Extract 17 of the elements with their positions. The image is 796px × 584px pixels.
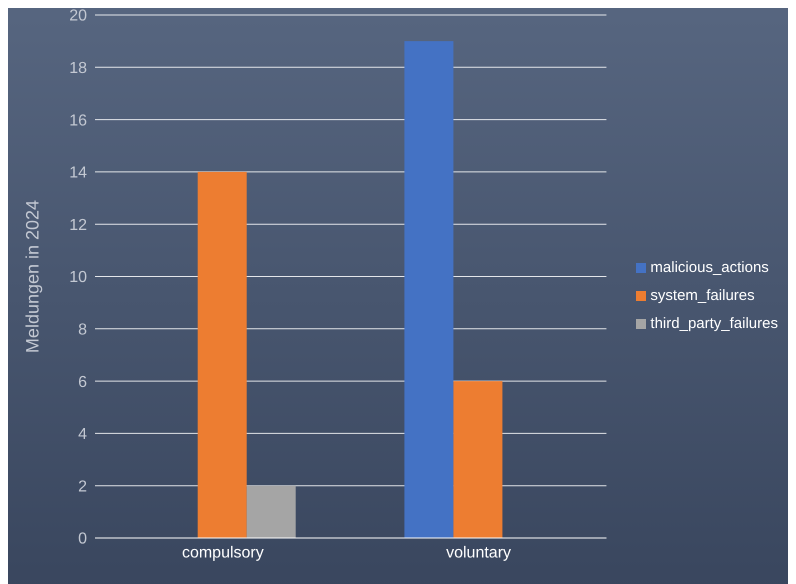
y-tick-label: 8 (78, 321, 88, 338)
y-tick-label: 16 (69, 112, 88, 130)
y-tick-label: 4 (78, 426, 88, 444)
legend-label: third_party_failures (650, 315, 778, 332)
legend-label: malicious_actions (650, 259, 769, 276)
y-tick-label: 20 (69, 8, 88, 25)
y-tick-label: 18 (69, 60, 88, 77)
y-tick-label: 12 (69, 216, 88, 234)
x-tick-label: compulsory (182, 544, 264, 562)
y-tick-label: 2 (78, 478, 88, 496)
y-tick-label: 0 (78, 530, 88, 548)
y-tick-label: 10 (69, 269, 88, 286)
x-tick-label: voluntary (446, 544, 512, 562)
y-tick-label: 14 (69, 164, 88, 182)
y-axis-title: Meldungen in 2024 (22, 200, 42, 354)
y-tick-label: 6 (78, 374, 88, 391)
legend-label: system_failures (650, 287, 755, 304)
